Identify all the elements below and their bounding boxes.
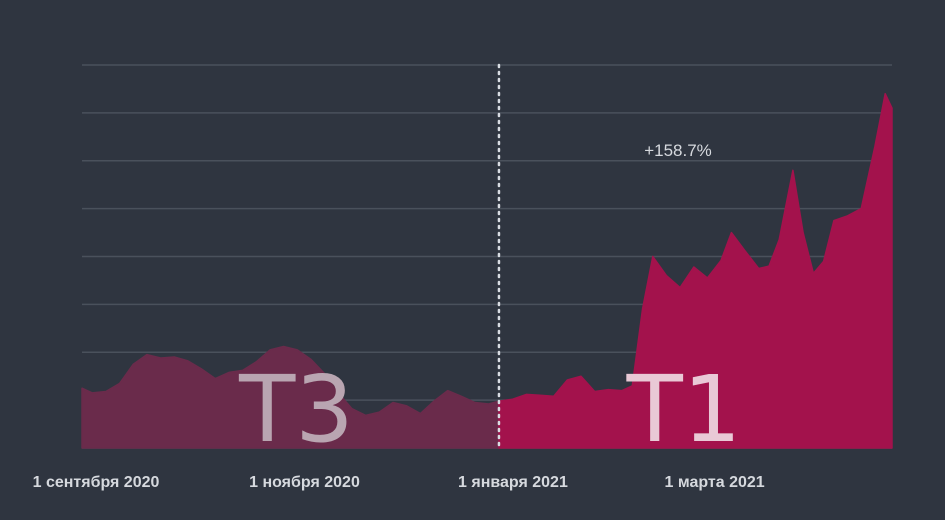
quarter-label-2: Т1 [626,356,742,463]
x-axis-ticks: 1 сентября 2020 1 ноября 2020 1 января 202… [33,474,765,491]
x-tick-label-2: 1 ноября 2020 [249,474,360,491]
annotation-growth: +158.7% [644,141,712,160]
quarter-label-1: Т3 [238,356,354,463]
series-area-1 [81,345,500,449]
annotations: +158.7% [644,141,712,160]
x-tick-label-3: 1 января 2021 [458,474,568,491]
series-area-2 [498,92,893,449]
quarter-labels: Т3 Т1 [238,356,741,463]
x-tick-label-4: 1 марта 2021 [665,474,765,491]
x-tick-label-1: 1 сентября 2020 [33,474,160,491]
series-areas [81,92,893,449]
